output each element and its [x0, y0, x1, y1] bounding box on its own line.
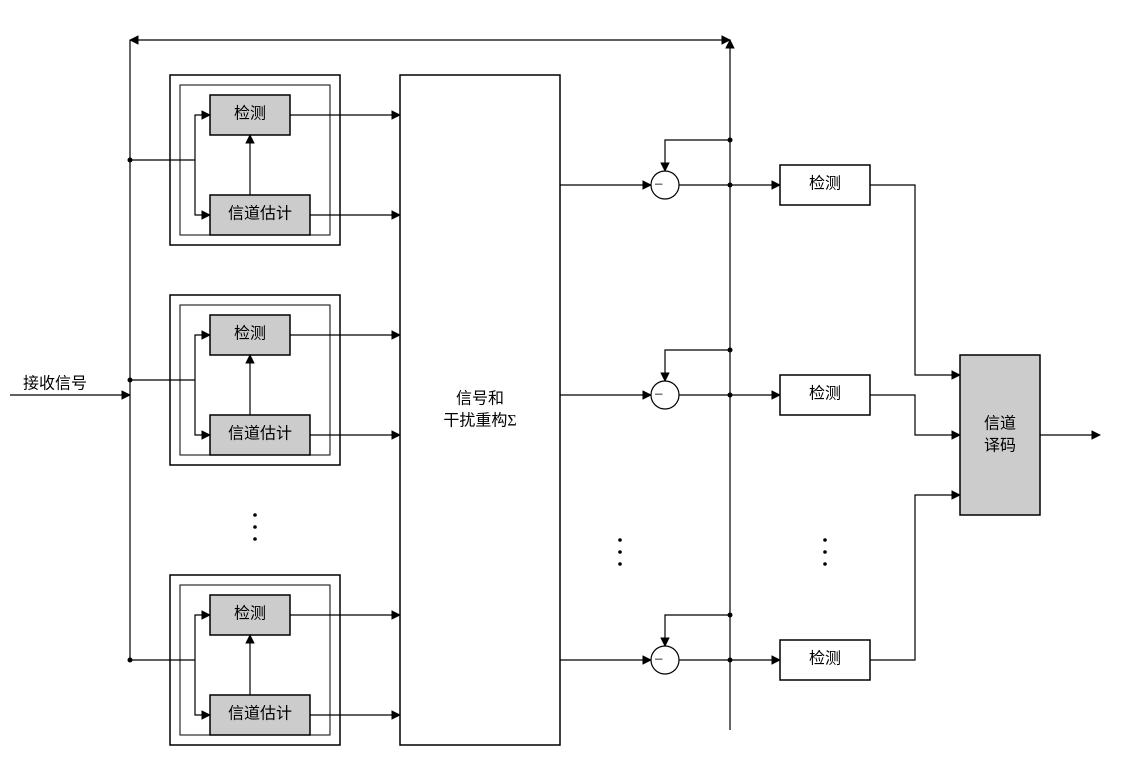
decode-label-1: 信道 [984, 415, 1016, 433]
summer-minus-2: − [654, 652, 663, 669]
reconstruct-label-1: 信号和 [456, 390, 504, 408]
detect2-label-0: 检测 [809, 175, 841, 193]
stage-chan-label-2: 信道估计 [228, 705, 292, 723]
stage-detect-label-1: 检测 [234, 325, 266, 343]
decode-label-2: 译码 [984, 437, 1016, 455]
reconstruct-label-2: 干扰重构Σ [443, 412, 516, 430]
input-label: 接收信号 [23, 375, 87, 393]
decode-box [960, 355, 1040, 515]
signal-processing-diagram: 接收信号检测信道估计检测信道估计检测信道估计信号和干扰重构Σ−检测−检测−检测信… [0, 0, 1123, 781]
summer-minus-0: − [654, 177, 663, 194]
stage-chan-label-0: 信道估计 [228, 205, 292, 223]
detect2-label-1: 检测 [809, 385, 841, 403]
summer-minus-1: − [654, 387, 663, 404]
stage-detect-label-0: 检测 [234, 105, 266, 123]
stage-detect-label-2: 检测 [234, 605, 266, 623]
detect2-label-2: 检测 [809, 650, 841, 668]
reconstruct-box [400, 75, 560, 745]
stage-chan-label-1: 信道估计 [228, 425, 292, 443]
